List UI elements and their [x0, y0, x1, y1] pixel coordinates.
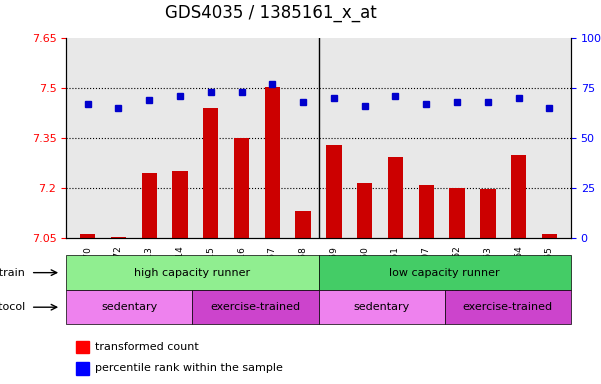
- Bar: [172, 171, 188, 238]
- FancyBboxPatch shape: [66, 255, 319, 290]
- Text: exercise-trained: exercise-trained: [463, 302, 553, 312]
- Bar: [80, 234, 96, 238]
- Text: low capacity runner: low capacity runner: [389, 268, 500, 278]
- FancyBboxPatch shape: [319, 290, 445, 324]
- FancyBboxPatch shape: [445, 290, 571, 324]
- FancyBboxPatch shape: [319, 255, 571, 290]
- Text: strain: strain: [0, 268, 26, 278]
- Bar: [511, 155, 526, 238]
- Bar: [418, 185, 434, 238]
- Text: percentile rank within the sample: percentile rank within the sample: [96, 363, 283, 373]
- Bar: [326, 145, 341, 238]
- Bar: [264, 87, 280, 238]
- Text: exercise-trained: exercise-trained: [210, 302, 300, 312]
- Text: transformed count: transformed count: [96, 342, 199, 352]
- Bar: [203, 108, 219, 238]
- Bar: [388, 157, 403, 238]
- Bar: [141, 172, 157, 238]
- Text: GDS4035 / 1385161_x_at: GDS4035 / 1385161_x_at: [165, 4, 376, 22]
- Bar: [450, 188, 465, 238]
- FancyBboxPatch shape: [192, 290, 319, 324]
- Text: protocol: protocol: [0, 302, 26, 312]
- Bar: [542, 234, 557, 238]
- Bar: [357, 183, 373, 238]
- Bar: [296, 212, 311, 238]
- Bar: [76, 341, 89, 353]
- Text: high capacity runner: high capacity runner: [134, 268, 251, 278]
- Bar: [76, 362, 89, 375]
- Bar: [480, 189, 496, 238]
- Text: sedentary: sedentary: [353, 302, 410, 312]
- FancyBboxPatch shape: [66, 290, 192, 324]
- Text: sedentary: sedentary: [101, 302, 157, 312]
- Bar: [234, 137, 249, 238]
- Bar: [111, 237, 126, 238]
